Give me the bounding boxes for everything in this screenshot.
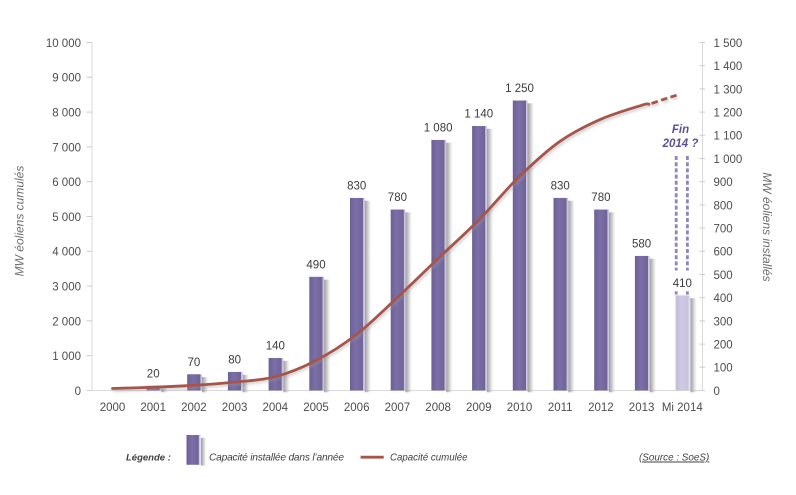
- svg-text:2009: 2009: [466, 402, 492, 414]
- svg-text:410: 410: [673, 278, 692, 290]
- svg-text:1 000: 1 000: [714, 154, 743, 166]
- svg-text:1 080: 1 080: [424, 123, 453, 135]
- svg-text:10 000: 10 000: [46, 38, 81, 50]
- svg-text:1 140: 1 140: [464, 109, 493, 121]
- svg-text:1 500: 1 500: [714, 38, 743, 50]
- svg-text:1 000: 1 000: [52, 351, 81, 363]
- svg-text:3 000: 3 000: [52, 282, 81, 294]
- svg-text:600: 600: [714, 247, 733, 259]
- svg-text:MW éoliens installés: MW éoliens installés: [760, 172, 774, 281]
- svg-text:9 000: 9 000: [52, 73, 81, 85]
- svg-text:MW éoliens cumulés: MW éoliens cumulés: [13, 166, 27, 277]
- svg-text:Capacité cumulée: Capacité cumulée: [390, 453, 468, 464]
- svg-text:780: 780: [591, 192, 610, 204]
- svg-text:500: 500: [714, 270, 733, 282]
- svg-text:Fin: Fin: [672, 124, 689, 136]
- svg-text:Légende :: Légende :: [126, 453, 171, 464]
- svg-text:Capacité installée dans l’anné: Capacité installée dans l’année: [209, 453, 344, 464]
- svg-text:2006: 2006: [344, 402, 370, 414]
- svg-text:6 000: 6 000: [52, 177, 81, 189]
- svg-text:780: 780: [388, 192, 407, 204]
- svg-text:400: 400: [714, 293, 733, 305]
- svg-text:1 400: 1 400: [714, 61, 743, 73]
- svg-text:1 250: 1 250: [505, 83, 534, 95]
- svg-text:2003: 2003: [222, 402, 248, 414]
- svg-text:7 000: 7 000: [52, 142, 81, 154]
- svg-text:700: 700: [714, 224, 733, 236]
- svg-text:2011: 2011: [548, 402, 573, 414]
- svg-text:5 000: 5 000: [52, 212, 81, 224]
- svg-text:2013: 2013: [629, 402, 655, 414]
- svg-text:2 000: 2 000: [52, 316, 81, 328]
- svg-text:1 300: 1 300: [714, 84, 743, 96]
- svg-text:1 100: 1 100: [714, 131, 743, 143]
- svg-text:2004: 2004: [263, 402, 289, 414]
- svg-text:830: 830: [551, 181, 570, 193]
- svg-text:2000: 2000: [100, 402, 126, 414]
- svg-text:800: 800: [714, 200, 733, 212]
- svg-text:2014 ?: 2014 ?: [662, 138, 699, 150]
- svg-text:830: 830: [347, 181, 366, 193]
- svg-text:140: 140: [266, 341, 285, 353]
- svg-text:Mi 2014: Mi 2014: [662, 402, 704, 414]
- svg-text:300: 300: [714, 316, 733, 328]
- svg-text:0: 0: [75, 386, 81, 398]
- svg-text:2005: 2005: [303, 402, 329, 414]
- svg-text:8 000: 8 000: [52, 108, 81, 120]
- svg-text:100: 100: [714, 363, 733, 375]
- svg-text:2008: 2008: [425, 402, 451, 414]
- svg-text:900: 900: [714, 177, 733, 189]
- svg-text:80: 80: [228, 355, 241, 367]
- svg-text:0: 0: [714, 386, 720, 398]
- svg-text:490: 490: [306, 260, 325, 272]
- svg-text:70: 70: [188, 357, 201, 369]
- svg-text:4 000: 4 000: [52, 247, 81, 259]
- svg-text:20: 20: [147, 369, 160, 381]
- svg-text:580: 580: [632, 239, 651, 251]
- svg-text:1 200: 1 200: [714, 108, 743, 120]
- svg-text:2002: 2002: [181, 402, 207, 414]
- svg-text:(Source : SoeS): (Source : SoeS): [639, 453, 709, 464]
- svg-text:200: 200: [714, 340, 733, 352]
- svg-text:2001: 2001: [140, 402, 166, 414]
- svg-text:2012: 2012: [588, 402, 614, 414]
- svg-text:2007: 2007: [385, 402, 411, 414]
- svg-text:2010: 2010: [507, 402, 533, 414]
